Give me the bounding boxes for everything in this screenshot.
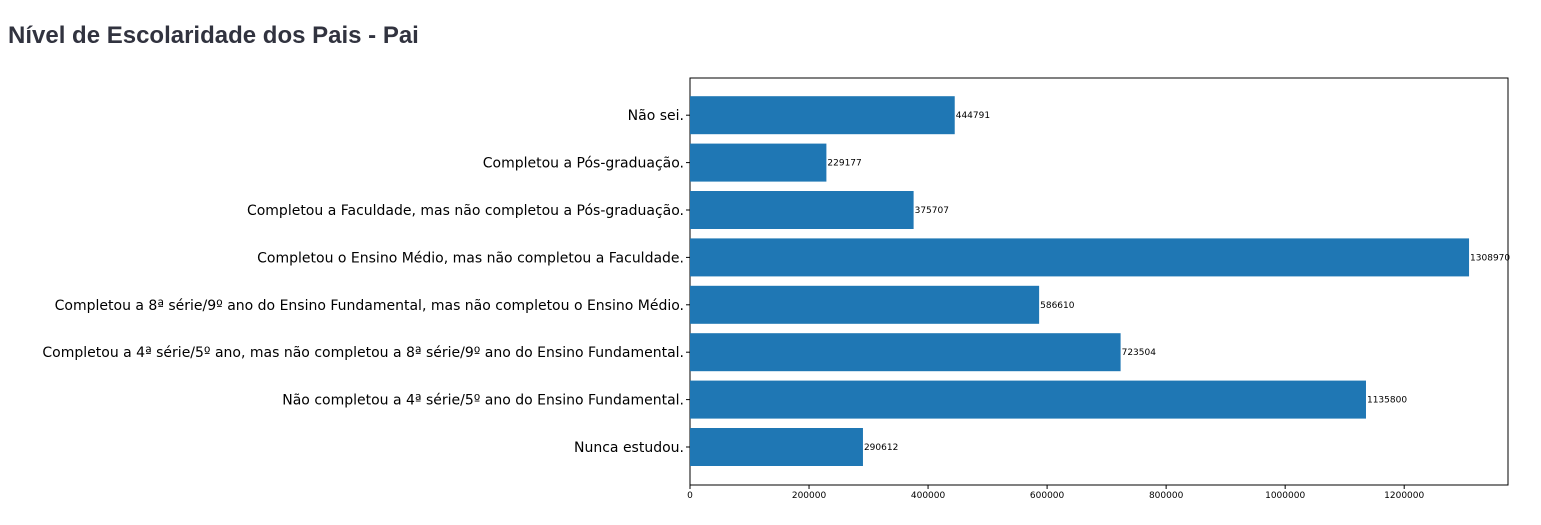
page-title: Nível de Escolaridade dos Pais - Pai bbox=[8, 22, 419, 49]
bar bbox=[690, 428, 863, 466]
x-tick-label: 0 bbox=[687, 491, 693, 501]
value-label: 586610 bbox=[1040, 301, 1075, 311]
value-label: 723504 bbox=[1122, 348, 1157, 358]
x-tick-label: 200000 bbox=[792, 491, 827, 501]
bars-group bbox=[690, 96, 1470, 466]
x-tick-label: 800000 bbox=[1149, 491, 1184, 501]
category-label: Completou a Pós-graduação. bbox=[483, 156, 684, 172]
value-label: 1308970 bbox=[1470, 253, 1510, 263]
bar bbox=[690, 238, 1470, 277]
bar bbox=[690, 333, 1121, 372]
x-axis: 0 200000 400000 600000 800000 1000000 1200000 bbox=[686, 114, 1425, 501]
category-label: Completou a 4ª série/5º ano, mas não com… bbox=[42, 345, 684, 361]
category-label: Completou a Faculdade, mas não completou… bbox=[247, 203, 684, 219]
value-label: 444791 bbox=[956, 111, 990, 121]
value-label: 290612 bbox=[864, 443, 898, 453]
bar bbox=[690, 191, 914, 229]
category-label: Não sei. bbox=[628, 108, 684, 124]
value-label: 375707 bbox=[915, 206, 949, 216]
x-tick-label: 1200000 bbox=[1384, 491, 1424, 501]
value-label: 229177 bbox=[827, 159, 861, 169]
value-label: 1135800 bbox=[1367, 396, 1407, 406]
value-labels: 290612 1135800 723504 586610 1308970 375707 22… bbox=[827, 111, 1510, 453]
bar bbox=[690, 143, 827, 182]
x-tick-label: 1000000 bbox=[1265, 491, 1305, 501]
bar bbox=[690, 96, 955, 135]
bar bbox=[690, 285, 1040, 324]
x-tick-label: 400000 bbox=[911, 491, 946, 501]
bar bbox=[690, 380, 1366, 419]
category-label: Nunca estudou. bbox=[574, 440, 684, 456]
category-labels: Nunca estudou. Não completou a 4ª série/5… bbox=[42, 108, 684, 456]
category-label: Não completou a 4ª série/5º ano do Ensin… bbox=[282, 393, 684, 409]
category-label: Completou o Ensino Médio, mas não comple… bbox=[257, 250, 684, 266]
plot-area bbox=[689, 77, 1509, 486]
category-label: Completou a 8ª série/9º ano do Ensino Fu… bbox=[55, 298, 684, 314]
x-tick-label: 600000 bbox=[1030, 491, 1065, 501]
